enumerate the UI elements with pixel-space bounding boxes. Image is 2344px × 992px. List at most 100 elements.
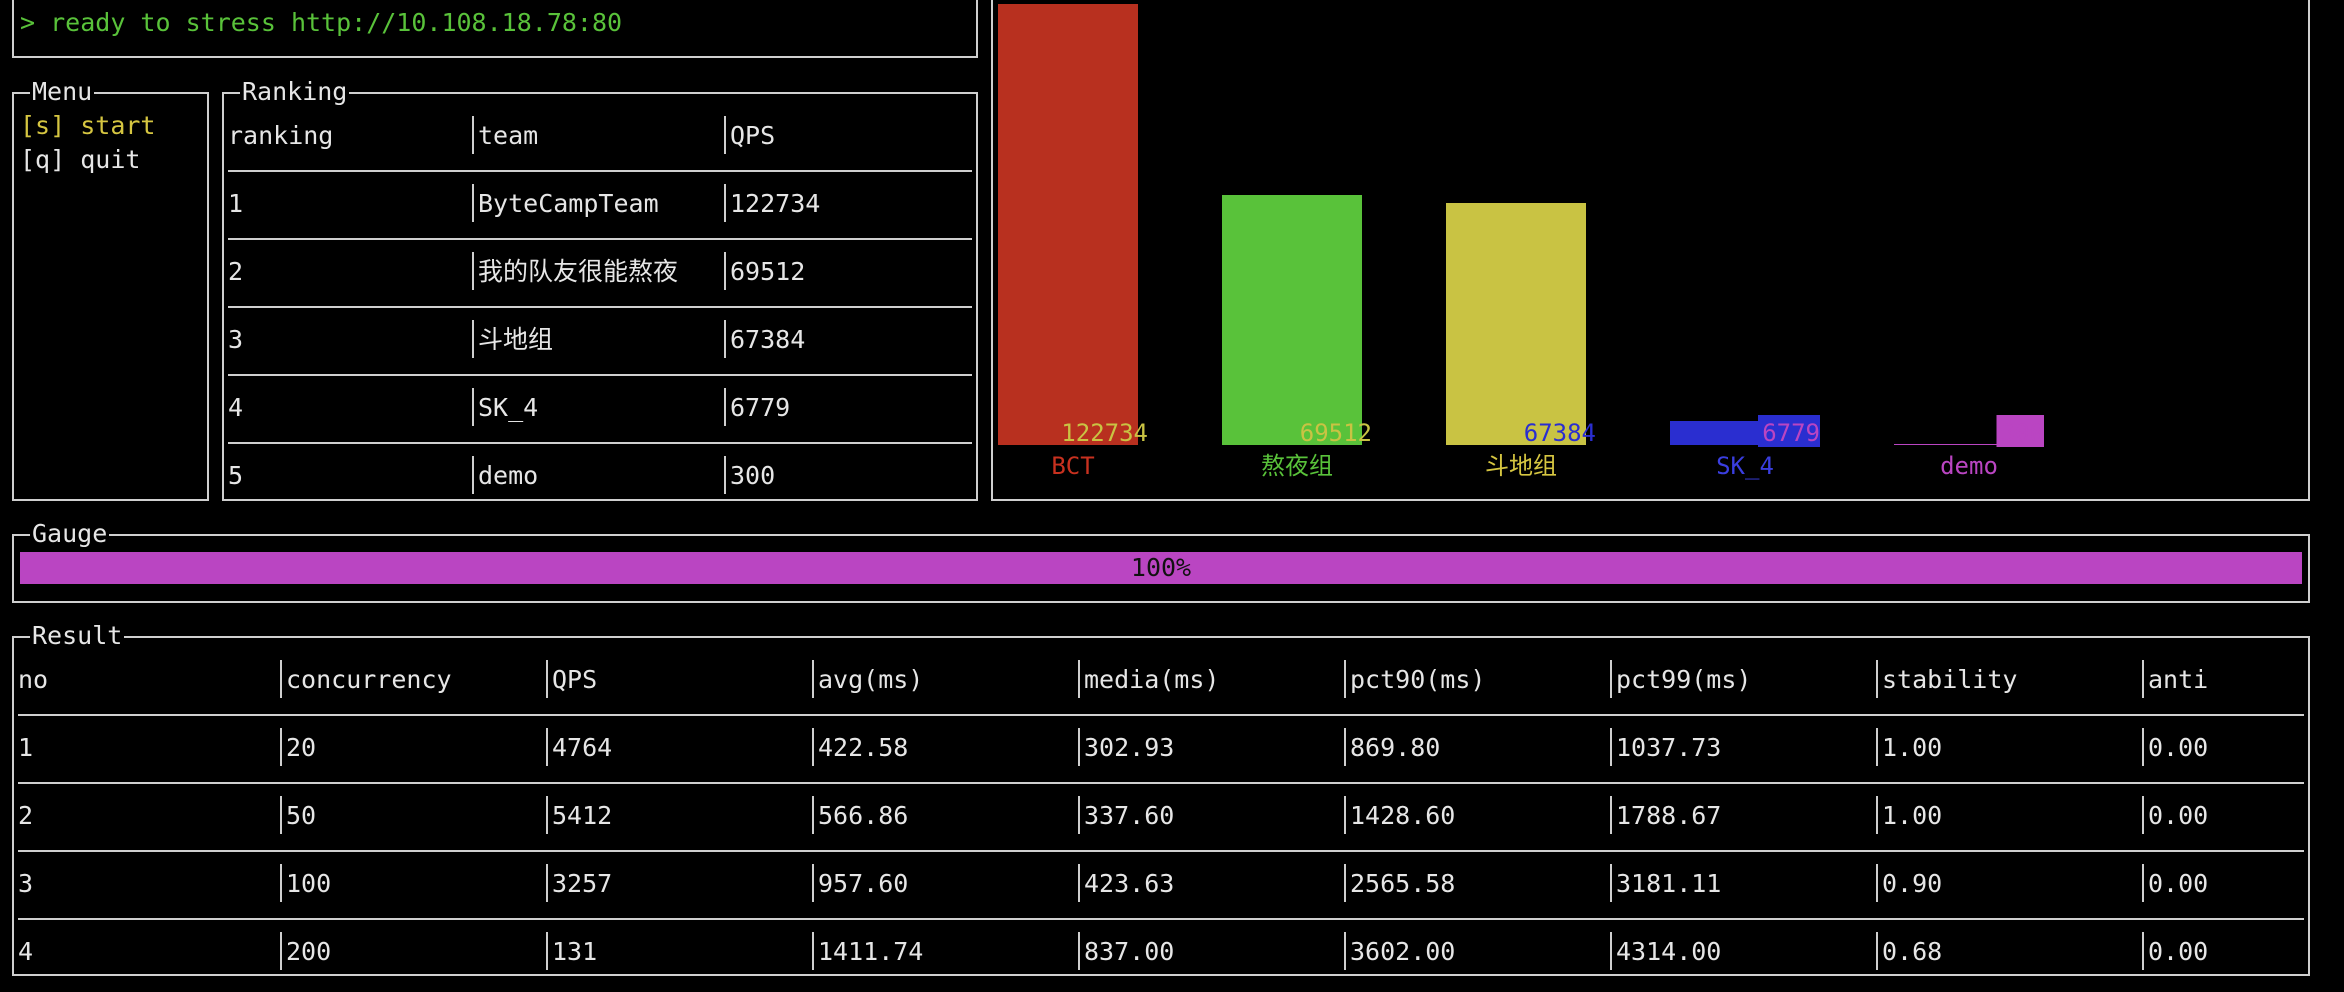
table-header-row: ranking team QPS: [228, 102, 972, 172]
table-row: 1 20 4764 422.58 302.93 869.80 1037.73 1.00 0.00: [18, 714, 2304, 784]
prompt-symbol: >: [20, 8, 36, 37]
table-cell: 1788.67: [1610, 796, 1721, 834]
bar-category-label: SK_4: [1716, 452, 1774, 480]
bar-0: [998, 4, 1138, 445]
gauge-track: 100%: [20, 552, 2302, 584]
menu-item-key: [q]: [20, 145, 66, 174]
menu-panel: Menu [s] start [q] quit: [12, 77, 209, 501]
table-cell: 1: [18, 733, 34, 762]
table-cell: 3181.11: [1610, 864, 1721, 902]
bar-category-label: BCT: [1051, 452, 1094, 480]
table-cell: 100: [280, 864, 331, 902]
table-cell: 0.00: [2142, 728, 2208, 766]
table-cell: 2565.58: [1344, 864, 1455, 902]
table-cell: 6779: [724, 388, 790, 426]
table-cell: 5412: [546, 796, 612, 834]
menu-item-quit[interactable]: [q] quit: [20, 144, 140, 176]
table-cell: 0.90: [1876, 864, 1942, 902]
result-panel: Result no concurrency QPS avg(ms) media(ms) p…: [12, 621, 2310, 976]
table-cell: 3257: [546, 864, 612, 902]
command-line: > ready to stress http://10.108.18.78:80: [20, 8, 622, 38]
gauge-title: Gauge: [30, 519, 110, 549]
table-header-cell: anti: [2142, 660, 2208, 698]
menu-item-key: [s]: [20, 111, 66, 140]
table-cell: 200: [280, 932, 331, 970]
command-text: ready to stress http://10.108.18.78:80: [50, 8, 623, 37]
table-row: 4 SK_4 6779: [228, 374, 972, 444]
table-header-cell: pct99(ms): [1610, 660, 1751, 698]
menu-item-start[interactable]: [s] start: [20, 110, 155, 142]
table-header-row: no concurrency QPS avg(ms) media(ms) pct90(ms…: [18, 646, 2304, 716]
table-header-cell: avg(ms): [812, 660, 923, 698]
table-cell: 3: [228, 325, 244, 354]
table-header-cell: QPS: [546, 660, 597, 698]
gauge-panel: Gauge 100%: [12, 519, 2310, 603]
table-cell: SK_4: [472, 388, 538, 426]
menu-item-label: quit: [80, 145, 141, 174]
table-cell: 5: [228, 461, 244, 490]
table-header-cell: QPS: [724, 116, 775, 154]
menu-item-label: start: [80, 111, 156, 140]
bar-category-label: demo: [1940, 452, 1998, 480]
table-cell: 422.58: [812, 728, 908, 766]
table-cell: 我的队友很能熬夜: [472, 252, 678, 290]
table-cell: 131: [546, 932, 597, 970]
bar-value-highlight: [1996, 415, 2044, 447]
bar-category-label: 熬夜组: [1261, 452, 1333, 480]
table-cell: 3: [18, 869, 34, 898]
table-cell: demo: [472, 456, 538, 494]
gauge-label: 100%: [1130, 553, 1192, 582]
table-header-cell: concurrency: [280, 660, 452, 698]
result-title: Result: [30, 621, 125, 651]
table-row: 2 我的队友很能熬夜 69512: [228, 238, 972, 308]
bar-value-label: 300: [2001, 419, 2044, 447]
table-cell: 300: [724, 456, 775, 494]
table-row: 4 200 131 1411.74 837.00 3602.00 4314.00 0.68 0.…: [18, 918, 2304, 986]
bar-4: [1894, 444, 2034, 445]
menu-title: Menu: [30, 77, 95, 107]
table-cell: 50: [280, 796, 316, 834]
bar-2: [1446, 203, 1586, 445]
table-cell: 2: [18, 801, 34, 830]
table-cell: 67384: [724, 320, 805, 358]
bar-category-label: 斗地组: [1485, 452, 1557, 480]
qps-bar-chart: 122734 BCT 69512 熬夜组 67384 斗地组 6779 SK_4 300 demo: [991, 0, 2310, 501]
table-cell: 566.86: [812, 796, 908, 834]
table-cell: 4314.00: [1610, 932, 1721, 970]
table-row: 5 demo 300: [228, 442, 972, 510]
table-cell: 斗地组: [472, 320, 553, 358]
table-cell: 837.00: [1078, 932, 1174, 970]
table-cell: 1.00: [1876, 728, 1942, 766]
table-cell: 4: [18, 937, 34, 966]
bar-value-label: 67384: [1524, 419, 1596, 447]
table-row: 3 100 3257 957.60 423.63 2565.58 3181.11 0.90 0.…: [18, 850, 2304, 920]
ranking-panel: Ranking ranking team QPS 1 ByteCampTeam 12273…: [222, 77, 978, 501]
table-header-cell: pct90(ms): [1344, 660, 1485, 698]
table-header-cell: ranking: [228, 121, 334, 150]
table-cell: 3602.00: [1344, 932, 1455, 970]
table-cell: 0.00: [2142, 864, 2208, 902]
table-cell: 69512: [724, 252, 805, 290]
gauge-fill: [20, 552, 2302, 584]
table-header-cell: media(ms): [1078, 660, 1219, 698]
table-row: 2 50 5412 566.86 337.60 1428.60 1788.67 1.00 0.0…: [18, 782, 2304, 852]
table-cell: 423.63: [1078, 864, 1174, 902]
table-cell: 1428.60: [1344, 796, 1455, 834]
table-cell: ByteCampTeam: [472, 184, 659, 222]
table-cell: 869.80: [1344, 728, 1440, 766]
bar-value-highlight: [1758, 415, 1820, 447]
bar-1: [1222, 195, 1362, 445]
command-panel: > ready to stress http://10.108.18.78:80: [12, 0, 978, 58]
table-cell: 337.60: [1078, 796, 1174, 834]
table-cell: 20: [280, 728, 316, 766]
table-cell: 1.00: [1876, 796, 1942, 834]
bar-value-label: 69512: [1300, 419, 1372, 447]
table-cell: 4764: [546, 728, 612, 766]
table-cell: 302.93: [1078, 728, 1174, 766]
table-header-cell: stability: [1876, 660, 2017, 698]
bar-value-label: 122734: [1061, 419, 1148, 447]
table-cell: 1: [228, 189, 244, 218]
table-cell: 0.00: [2142, 932, 2208, 970]
table-cell: 957.60: [812, 864, 908, 902]
